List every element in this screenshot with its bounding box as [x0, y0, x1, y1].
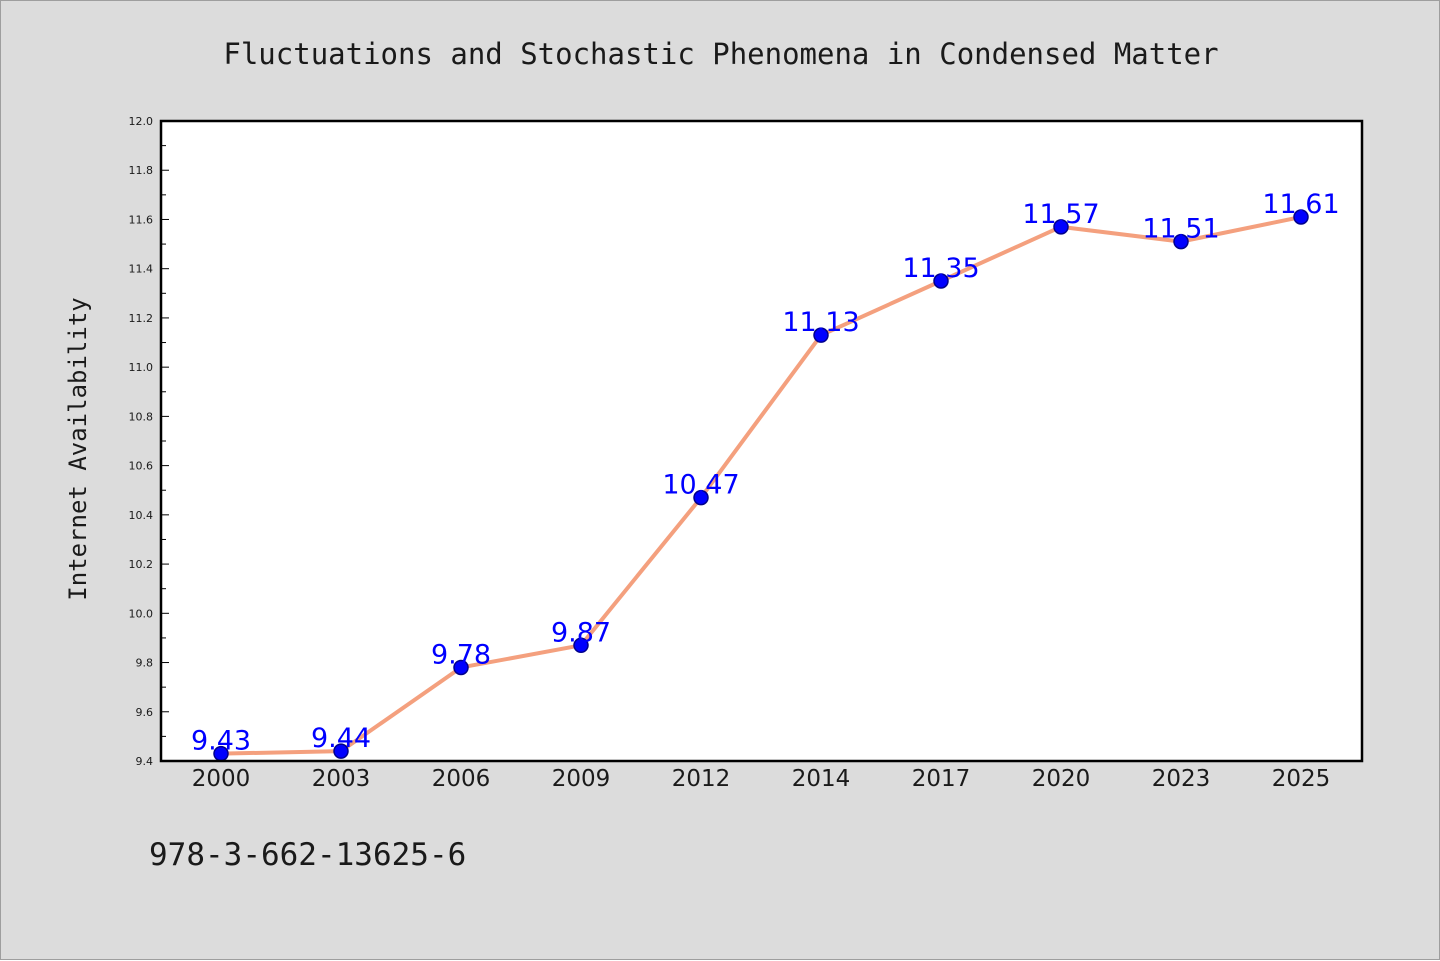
y-tick-label: 9.8 — [136, 657, 154, 670]
x-tick-label: 2003 — [312, 766, 371, 792]
x-tick-label: 2020 — [1032, 766, 1091, 792]
y-tick-label: 12.0 — [129, 115, 154, 128]
x-tick-label: 2006 — [432, 766, 491, 792]
data-label: 10.47 — [662, 470, 739, 501]
x-axis: 2000 2003 2006 2009 2012 2014 2017 2020 2023 2025 — [192, 766, 1331, 792]
y-tick-label: 11.0 — [129, 361, 154, 374]
data-point-marker — [453, 659, 469, 676]
y-tick-label: 9.4 — [136, 755, 154, 768]
x-tick-label: 2023 — [1152, 766, 1211, 792]
data-point-marker — [693, 489, 709, 506]
y-tick-label: 10.4 — [129, 509, 154, 522]
x-tick-label: 2012 — [672, 766, 731, 792]
data-point-marker — [1053, 219, 1069, 235]
data-label-layer: 9.43 9.44 9.78 9.87 10.47 11.13 11.35 11.57 11.5… — [191, 189, 1340, 757]
y-tick-label: 10.6 — [129, 460, 154, 473]
y-tick-label: 10.0 — [129, 607, 154, 620]
series-line — [219, 215, 1303, 756]
data-point-marker — [813, 327, 829, 343]
x-tick-label: 2017 — [912, 766, 971, 792]
data-label: 11.13 — [782, 307, 859, 338]
plot-area — [161, 121, 1362, 761]
data-point-marker — [333, 743, 349, 759]
data-point-marker — [933, 273, 949, 289]
data-label: 9.87 — [551, 617, 611, 648]
x-tick-label: 2009 — [552, 766, 611, 792]
y-tick-label: 11.4 — [129, 263, 154, 276]
series-layer — [213, 209, 1309, 762]
y-tick-label: 10.2 — [129, 558, 154, 571]
data-label: 11.35 — [902, 253, 979, 284]
data-label: 11.57 — [1022, 199, 1099, 230]
y-axis: 9.4 9.6 9.8 10.0 10.2 10.4 10.6 10.8 11.0 11.2 11.… — [129, 115, 169, 768]
isbn-footer: 978-3-662-13625-6 — [149, 837, 466, 873]
x-tick-label: 2025 — [1272, 766, 1331, 792]
data-point-marker — [1293, 209, 1309, 225]
x-tick-label: 2000 — [192, 766, 251, 792]
x-tick-label: 2014 — [792, 766, 851, 792]
y-tick-label: 10.8 — [129, 410, 154, 423]
data-label: 9.78 — [431, 639, 491, 670]
chart-title: Fluctuations and Stochastic Phenomena in… — [223, 37, 1218, 71]
plot-frame — [159, 119, 1364, 763]
y-tick-label: 11.8 — [129, 164, 154, 177]
data-point-marker — [573, 637, 589, 654]
data-point-marker — [1173, 233, 1189, 250]
y-tick-label: 11.6 — [129, 213, 154, 226]
y-tick-label: 9.6 — [136, 706, 154, 719]
y-tick-label: 11.2 — [129, 312, 154, 325]
data-label: 11.51 — [1142, 214, 1219, 245]
data-label: 9.43 — [191, 726, 251, 757]
data-label: 9.44 — [311, 723, 371, 754]
y-axis-label: Internet Availability — [64, 297, 92, 600]
data-label: 11.61 — [1262, 189, 1339, 220]
